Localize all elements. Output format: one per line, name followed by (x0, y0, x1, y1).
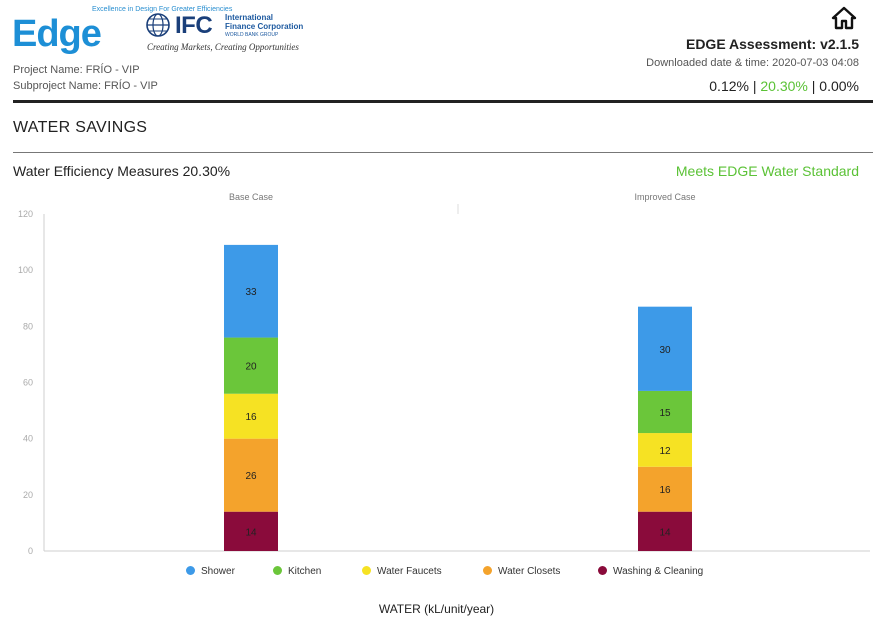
bar-segment (638, 466, 692, 512)
separator: | (752, 78, 757, 94)
ifc-group: WORLD BANK GROUP (225, 32, 279, 38)
bar-segment (224, 244, 278, 338)
legend-swatch (186, 566, 195, 575)
header-divider (13, 100, 873, 103)
legend-swatch (483, 566, 492, 575)
legend-item[interactable]: Water Closets (483, 566, 560, 577)
legend-swatch (362, 566, 371, 575)
data-label: 26 (245, 471, 257, 482)
separator: | (811, 78, 816, 94)
y-tick-label: 0 (28, 546, 33, 556)
energy-pct: 0.12% (709, 78, 749, 94)
data-label: 14 (659, 527, 671, 538)
bar-segment (224, 511, 278, 551)
data-label: 33 (245, 287, 257, 298)
bar-segment (224, 393, 278, 439)
data-label: 30 (659, 345, 671, 356)
ifc-logo: IFC International Finance Corporation WO… (145, 10, 320, 56)
ifc-full-name: International Finance Corporation (225, 13, 303, 31)
ifc-wordmark: IFC (175, 12, 213, 39)
data-label: 14 (245, 527, 257, 538)
section-divider (13, 152, 873, 153)
legend-label: Water Closets (498, 566, 561, 577)
bar-segment (638, 306, 692, 391)
y-tick-label: 20 (23, 490, 33, 500)
edge-wordmark: Edge (12, 13, 102, 55)
bar-segment (638, 390, 692, 434)
legend-item[interactable]: Kitchen (273, 566, 321, 577)
data-label: 16 (245, 412, 257, 423)
legend-label: Washing & Cleaning (613, 566, 704, 577)
data-label: 15 (659, 408, 671, 419)
project-name: Project Name: FRÍO - VIP (13, 64, 140, 76)
y-tick-label: 40 (23, 434, 33, 444)
assessment-title: EDGE Assessment: v2.1.5 (685, 36, 859, 52)
bar-segment (224, 438, 278, 512)
edge-tagline: Excellence in Design For Greater Efficie… (92, 6, 233, 13)
legend-swatch (598, 566, 607, 575)
download-timestamp: Downloaded date & time: 2020-07-03 04:08 (646, 57, 859, 69)
y-tick-label: 100 (18, 265, 33, 275)
section-title: WATER SAVINGS (13, 119, 148, 136)
home-icon[interactable] (831, 6, 857, 30)
materials-pct: 0.00% (819, 78, 859, 94)
water-efficiency-measures: Water Efficiency Measures 20.30% (13, 163, 231, 179)
legend-label: Shower (201, 566, 235, 577)
y-tick-label: 60 (23, 378, 33, 388)
category-label: Base Case (229, 192, 273, 202)
legend-item[interactable]: Shower (186, 566, 235, 577)
savings-percentages: 0.12% | 20.30% | 0.00% (709, 78, 859, 94)
standard-status: Meets EDGE Water Standard (675, 163, 859, 179)
globe-icon (146, 13, 170, 37)
legend-label: Water Faucets (377, 566, 442, 577)
bar-segment (224, 337, 278, 394)
y-tick-label: 120 (18, 209, 33, 219)
legend-item[interactable]: Washing & Cleaning (598, 566, 703, 577)
water-pct: 20.30% (760, 78, 808, 94)
y-tick-label: 80 (23, 321, 33, 331)
ifc-tagline: Creating Markets, Creating Opportunities (147, 42, 299, 52)
x-axis-label: WATER (kL/unit/year) (378, 602, 495, 616)
data-label: 12 (659, 446, 671, 457)
category-label: Improved Case (634, 192, 695, 202)
edge-logo: Excellence in Design For Greater Efficie… (12, 6, 232, 58)
legend-swatch (273, 566, 282, 575)
bar-segment (638, 511, 692, 551)
ifc-name-line1: International (225, 13, 274, 22)
water-stacked-bar-chart: 0 20 40 60 80 100 120 Base Case Improved Case 14 2… (18, 192, 870, 556)
legend-item[interactable]: Water Faucets (362, 566, 442, 577)
chart-legend: Shower Kitchen Water Faucets Water Closets W… (0, 566, 873, 584)
subproject-name: Subproject Name: FRÍO - VIP (13, 80, 158, 92)
legend-label: Kitchen (288, 566, 322, 577)
data-label: 16 (659, 485, 671, 496)
data-label: 20 (245, 362, 257, 373)
ifc-name-line2: Finance Corporation (225, 22, 304, 31)
bar-segment (638, 433, 692, 467)
